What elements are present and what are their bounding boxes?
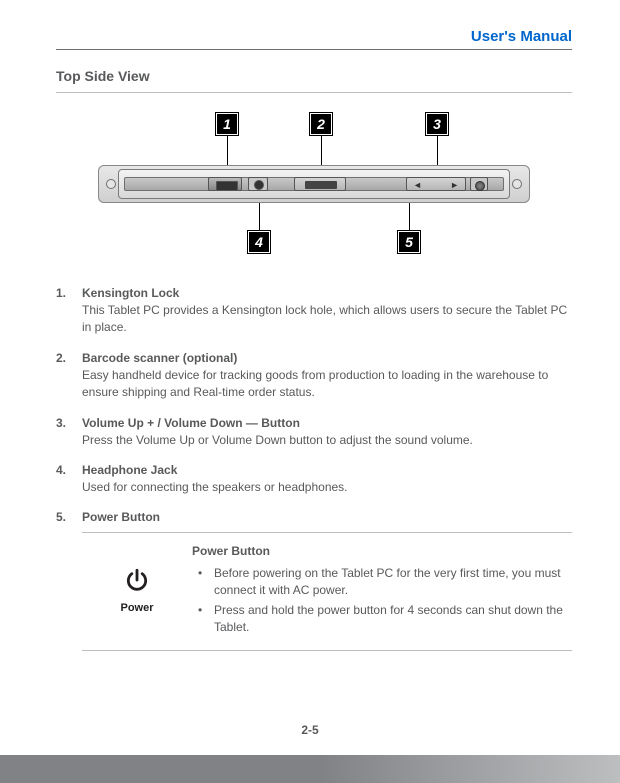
item-body: This Tablet PC provides a Kensington loc… (56, 302, 572, 337)
list-item: 1. Kensington Lock This Tablet PC provid… (56, 286, 572, 337)
kensington-lock-icon (208, 177, 242, 191)
item-title: Kensington Lock (82, 286, 179, 300)
list-item: 2. Barcode scanner (optional) Easy handh… (56, 351, 572, 402)
section-rule (56, 92, 572, 93)
item-title: Volume Up + / Volume Down — Button (82, 416, 300, 430)
item-title: Headphone Jack (82, 463, 177, 477)
page-header: User's Manual (56, 28, 572, 50)
section-title: Top Side View (56, 68, 572, 84)
item-number: 5. (56, 510, 82, 524)
power-icon-label: Power (120, 602, 153, 614)
list-item: 4. Headphone Jack Used for connecting th… (56, 463, 572, 496)
item-number: 4. (56, 463, 82, 477)
item-number: 3. (56, 416, 82, 430)
item-number: 2. (56, 351, 82, 365)
power-bullet: Press and hold the power button for 4 se… (192, 602, 572, 637)
top-side-diagram: 1 2 3 4 5 (98, 113, 530, 258)
item-body: Press the Volume Up or Volume Down butto… (56, 432, 572, 449)
power-button-icon (470, 177, 488, 191)
barcode-scanner-icon (294, 177, 346, 191)
list-item: 5. Power Button (56, 510, 572, 524)
power-button-table: Power Power Button Before powering on th… (82, 532, 572, 651)
diagram-container: 1 2 3 4 5 (56, 113, 572, 258)
callout-5: 5 (398, 231, 420, 253)
feature-list: 1. Kensington Lock This Tablet PC provid… (56, 286, 572, 651)
volume-buttons-icon (406, 177, 466, 191)
item-title: Barcode scanner (optional) (82, 351, 237, 365)
item-title: Power Button (82, 510, 160, 524)
callout-4: 4 (248, 231, 270, 253)
callout-3: 3 (426, 113, 448, 135)
page-number: 2-5 (0, 723, 620, 737)
power-description-cell: Power Button Before powering on the Tabl… (192, 543, 572, 638)
power-box-heading: Power Button (192, 543, 572, 560)
list-item: 3. Volume Up + / Volume Down — Button Pr… (56, 416, 572, 449)
callout-1: 1 (216, 113, 238, 135)
headphone-jack-icon (248, 177, 268, 191)
power-bullet: Before powering on the Tablet PC for the… (192, 565, 572, 600)
item-body: Easy handheld device for tracking goods … (56, 367, 572, 402)
power-icon (124, 567, 150, 596)
power-icon-cell: Power (82, 543, 192, 638)
callout-2: 2 (310, 113, 332, 135)
item-number: 1. (56, 286, 82, 300)
item-body: Used for connecting the speakers or head… (56, 479, 572, 496)
footer-bar (0, 755, 620, 783)
device-illustration (98, 159, 530, 209)
